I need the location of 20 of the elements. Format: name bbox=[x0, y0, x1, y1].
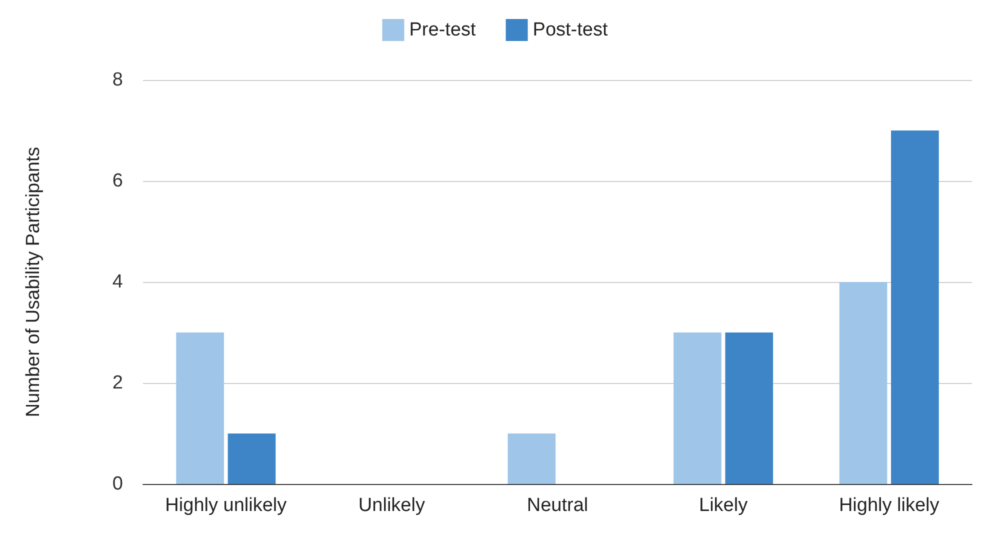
y-tick-label: 0 bbox=[112, 474, 123, 494]
bar bbox=[891, 130, 939, 484]
bar bbox=[176, 332, 224, 484]
x-tick-label: Unlikely bbox=[358, 495, 426, 516]
bar bbox=[674, 332, 722, 484]
bar bbox=[839, 282, 888, 484]
y-tick-label: 2 bbox=[112, 372, 123, 394]
bar bbox=[725, 332, 774, 484]
bar bbox=[508, 434, 556, 484]
legend-label: Pre-test bbox=[409, 20, 476, 40]
x-tick-label: Neutral bbox=[526, 495, 588, 516]
x-tick-label: Highly unlikely bbox=[165, 495, 288, 516]
x-tick-label: Highly likely bbox=[838, 495, 940, 516]
y-tick-label: 4 bbox=[112, 272, 124, 292]
y-tick-label: 6 bbox=[112, 170, 123, 192]
x-tick-label: Likely bbox=[699, 495, 748, 516]
bar bbox=[228, 434, 276, 484]
legend-label: Post-test bbox=[532, 20, 608, 40]
y-tick-label: 8 bbox=[112, 70, 123, 90]
y-axis-title: Number of Usability Participants bbox=[23, 146, 44, 418]
